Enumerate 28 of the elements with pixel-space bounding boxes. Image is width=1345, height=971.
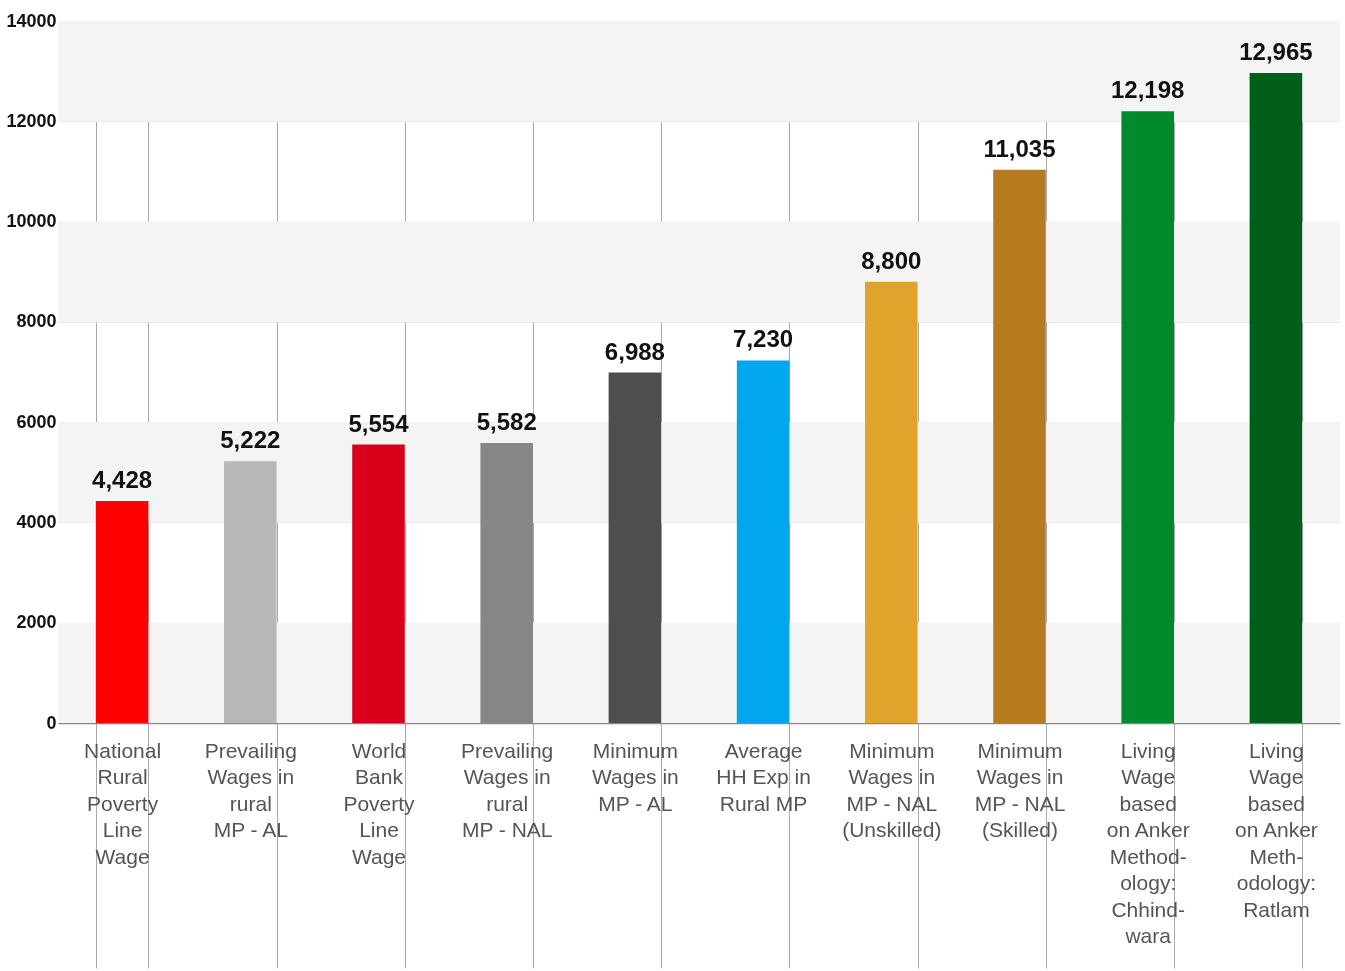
data-label: 5,554 — [348, 409, 410, 437]
x-tick-label: Minimum Wages in MP - NAL (Unskilled) — [842, 738, 942, 841]
y-tick-label: 12000 — [6, 110, 57, 131]
data-label: 6,988 — [604, 337, 665, 365]
data-label: 4,428 — [92, 465, 153, 493]
y-tick-label: 6000 — [16, 411, 57, 432]
data-label: 7,230 — [733, 325, 794, 353]
x-tick-label: Living Wage based on Anker Meth- odology: Ratlam — [1234, 738, 1318, 921]
data-label: 12,965 — [1239, 37, 1313, 65]
x-tick-label: Minimum Wages in MP - AL — [592, 738, 679, 815]
data-label: 8,800 — [861, 246, 922, 274]
x-tick-label: Prevailing Wages in rural MP - AL — [204, 738, 297, 841]
y-tick-label: 14000 — [6, 10, 57, 31]
y-tick-label: 2000 — [16, 612, 57, 633]
y-tick-label: 0 — [46, 712, 57, 733]
x-tick-label: Average HH Exp in Rural MP — [716, 738, 811, 815]
x-tick-label: Minimum Wages in MP - NAL (Skilled) — [974, 738, 1066, 841]
x-tick-label: World Bank Poverty Line Wage — [343, 738, 416, 868]
x-tick-label: Living Wage based on Anker Method- ology: Chhind- wara — [1106, 738, 1190, 947]
data-label: 11,035 — [983, 134, 1056, 162]
x-tick-label: Prevailing Wages in rural MP - NAL — [461, 738, 554, 841]
y-tick-label: 10000 — [6, 211, 57, 232]
data-label: 5,582 — [476, 408, 537, 436]
x-tick-label: National Rural Poverty Line Wage — [84, 738, 162, 868]
data-label: 12,198 — [1111, 76, 1185, 104]
y-tick-label: 8000 — [16, 311, 57, 332]
data-label: 5,222 — [220, 426, 281, 454]
y-tick-label: 4000 — [16, 511, 57, 532]
